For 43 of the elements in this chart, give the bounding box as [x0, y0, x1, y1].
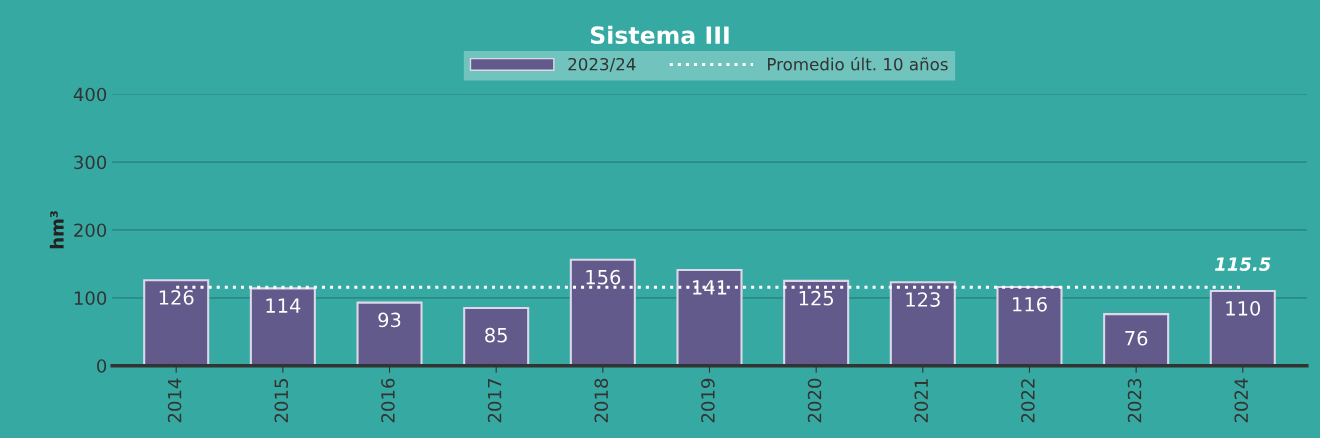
x-tick-label: 2021 — [914, 379, 929, 423]
data-label: 141 — [693, 280, 727, 295]
y-tick-label: 400 — [73, 87, 107, 102]
bar — [676, 268, 743, 366]
legend-label: Promedio últ. 10 años — [768, 56, 948, 71]
bar — [143, 279, 210, 366]
data-label: 156 — [586, 269, 621, 285]
bar — [889, 281, 956, 366]
x-tick-label: 2017 — [487, 379, 502, 423]
bar — [463, 306, 530, 366]
annotation: 115.5 — [1215, 257, 1271, 271]
x-tick-label: 2022 — [1021, 379, 1035, 423]
bar — [996, 285, 1063, 366]
y-axis-title: hm³ — [49, 211, 64, 249]
x-tick-label: 2020 — [807, 378, 822, 423]
y-tick-label: 100 — [74, 291, 107, 305]
data-label: 76 — [1125, 330, 1148, 346]
bar — [356, 301, 423, 366]
chart-title: Sistema III — [590, 25, 729, 45]
y-tick-label: 200 — [74, 223, 107, 238]
legend-label: 2023/24 — [568, 57, 636, 72]
y-tick-label: 0 — [97, 359, 107, 373]
x-tick-label: 2019 — [701, 378, 715, 423]
data-label: 126 — [159, 290, 194, 305]
x-tick-label: 2015 — [274, 379, 289, 423]
data-label: 125 — [799, 290, 834, 306]
x-tick-label: 2016 — [381, 378, 395, 423]
data-label: 116 — [1013, 296, 1047, 312]
data-label: 114 — [266, 298, 301, 313]
bar — [1209, 290, 1276, 366]
x-tick-label: 2023 — [1127, 378, 1142, 423]
x-tick-label: 2024 — [1234, 378, 1249, 423]
y-tick-label: 300 — [74, 155, 107, 170]
bar — [783, 279, 850, 366]
data-label: 110 — [1226, 300, 1261, 316]
bar — [569, 258, 636, 366]
data-label: 123 — [906, 292, 940, 307]
x-tick-label: 2018 — [594, 378, 609, 423]
data-label: 93 — [378, 312, 401, 328]
data-label: 85 — [485, 327, 507, 343]
bar — [249, 287, 316, 366]
bar — [1103, 313, 1170, 366]
x-tick-label: 2014 — [167, 378, 182, 423]
